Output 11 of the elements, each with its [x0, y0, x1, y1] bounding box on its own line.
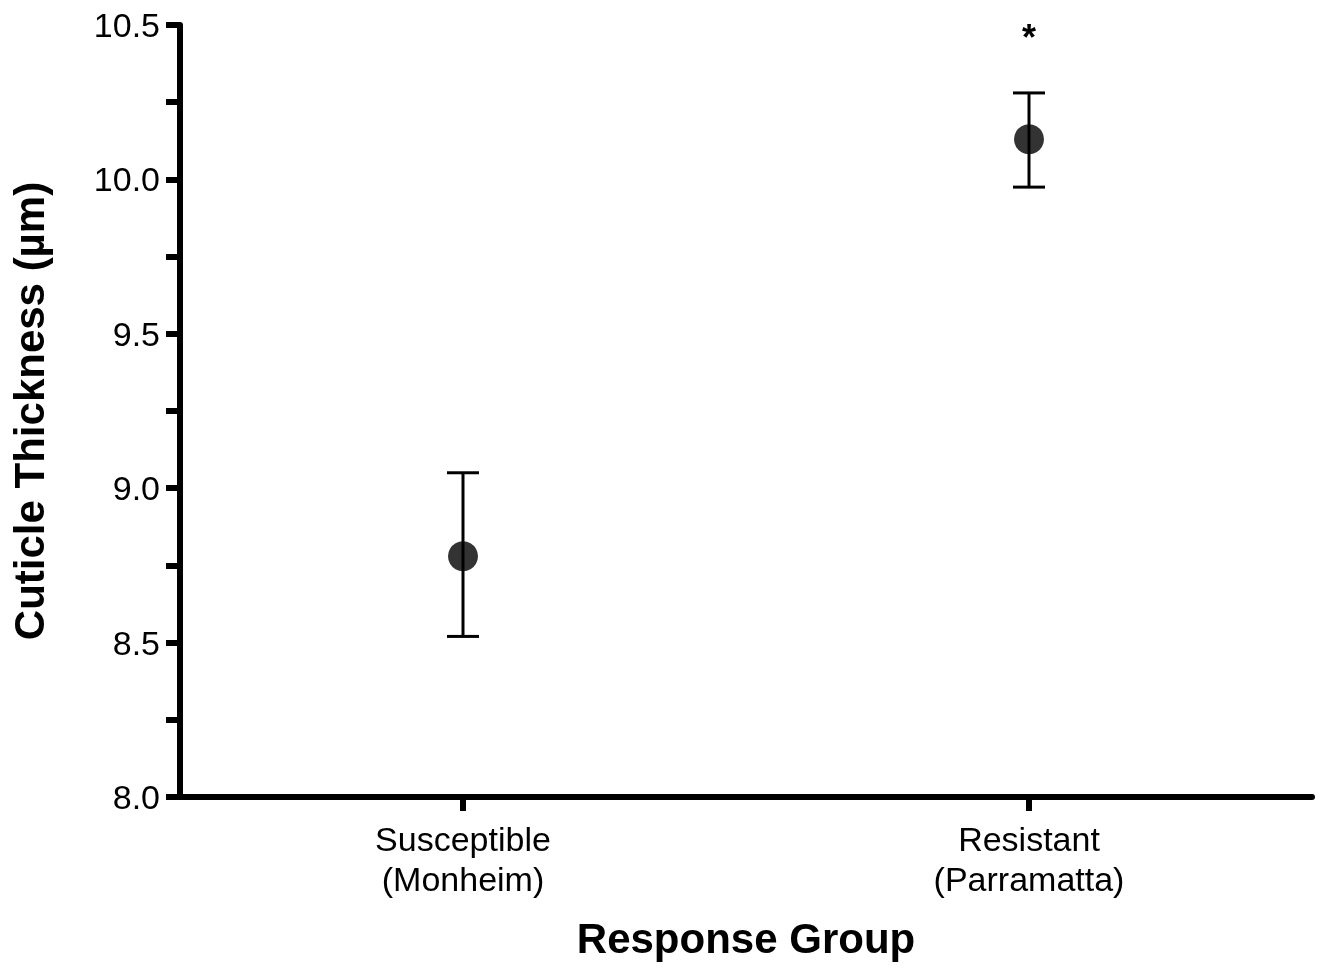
annotation: * — [1021, 16, 1037, 58]
x-tick-label: Resistant (Parramatta) — [933, 820, 1125, 898]
y-tick-label: 10.0 — [93, 160, 160, 199]
y-axis-title: Cuticle Thickness (µm) — [5, 181, 53, 641]
x-axis-title: Response Group — [576, 914, 916, 962]
y-tick-label: 8.0 — [112, 778, 160, 816]
x-tick-label: Susceptible (Monheim) — [375, 820, 551, 898]
y-tick-label: 10.5 — [93, 6, 160, 44]
y-tick-label: 9.5 — [112, 314, 160, 353]
y-tick-label: 9.0 — [112, 469, 160, 508]
y-tick-label: 8.5 — [112, 623, 160, 662]
